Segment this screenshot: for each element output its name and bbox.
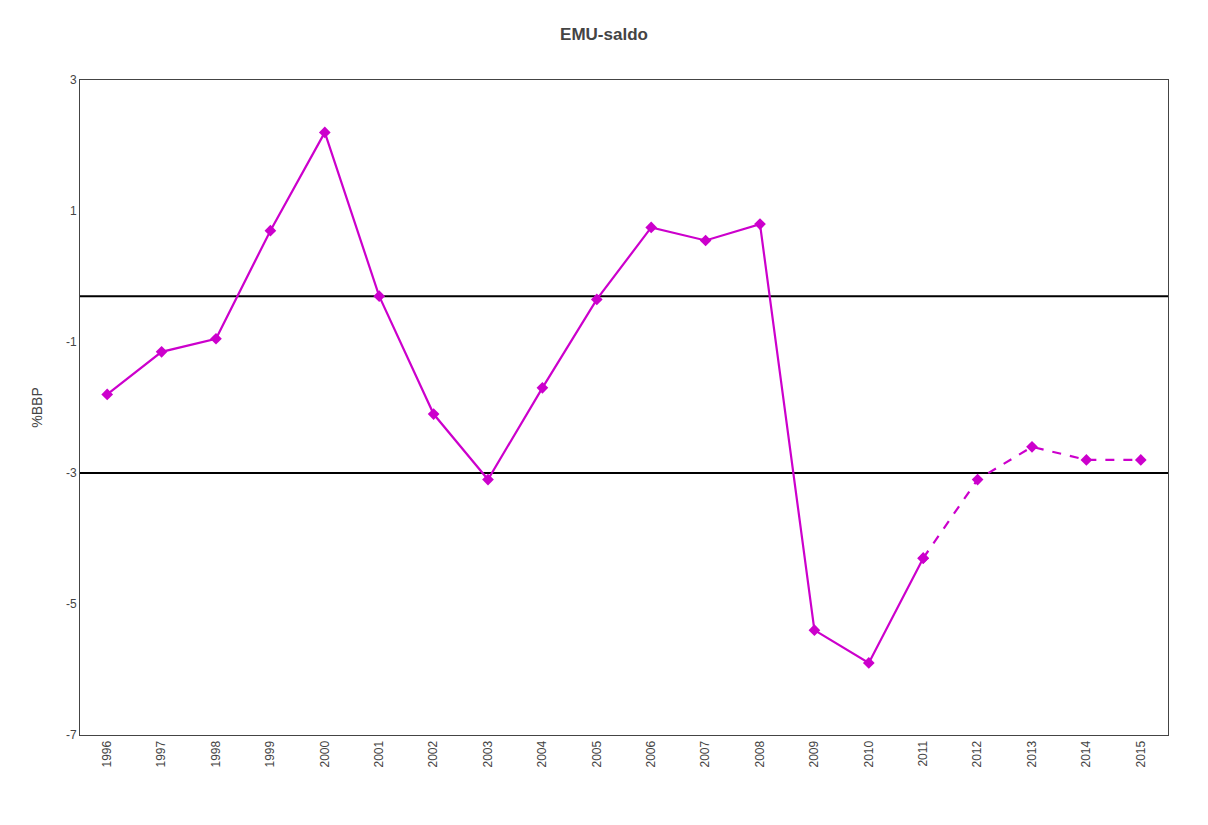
svg-text:2005: 2005 — [590, 740, 604, 767]
svg-text:1: 1 — [70, 204, 77, 218]
svg-text:2015: 2015 — [1134, 740, 1148, 767]
svg-text:-5: -5 — [66, 597, 77, 611]
svg-text:2006: 2006 — [644, 740, 658, 767]
svg-text:3: 3 — [70, 73, 77, 87]
svg-text:-3: -3 — [66, 466, 77, 480]
svg-text:2007: 2007 — [699, 740, 713, 767]
svg-text:-7: -7 — [66, 728, 77, 742]
svg-text:-1: -1 — [66, 335, 77, 349]
svg-text:2000: 2000 — [318, 740, 332, 767]
svg-text:2004: 2004 — [535, 740, 549, 767]
svg-text:1999: 1999 — [263, 740, 277, 767]
svg-text:1997: 1997 — [155, 740, 169, 767]
svg-text:2011: 2011 — [916, 740, 930, 766]
svg-text:1998: 1998 — [209, 740, 223, 767]
svg-text:2012: 2012 — [971, 740, 985, 767]
svg-text:2014: 2014 — [1079, 740, 1093, 767]
svg-text:EMU-saldo: EMU-saldo — [560, 25, 648, 44]
svg-text:1996: 1996 — [100, 740, 114, 767]
svg-text:2002: 2002 — [427, 740, 441, 767]
svg-text:2009: 2009 — [807, 740, 821, 767]
svg-text:2013: 2013 — [1025, 740, 1039, 767]
svg-text:2008: 2008 — [753, 740, 767, 767]
svg-text:2003: 2003 — [481, 740, 495, 767]
svg-text:2001: 2001 — [372, 740, 386, 767]
svg-text:2010: 2010 — [862, 740, 876, 767]
svg-text:%BBP: %BBP — [29, 387, 45, 427]
